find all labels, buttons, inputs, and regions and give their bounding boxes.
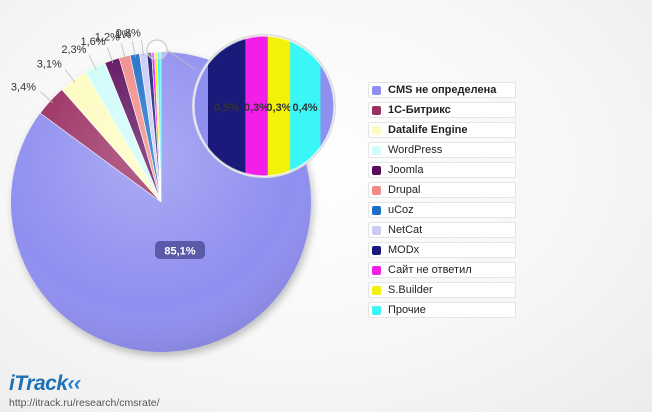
- legend-swatch: [372, 225, 381, 235]
- legend-label: Прочие: [388, 304, 426, 316]
- legend-item-wordpress: WordPress: [368, 142, 516, 158]
- legend-label: 1С-Битрикс: [388, 104, 451, 116]
- source-url: http://itrack.ru/research/cmsrate/: [9, 397, 160, 409]
- legend-item-drupal: Drupal: [368, 182, 516, 198]
- slice-label-1с-битрикс: 3,4%: [11, 82, 36, 94]
- legend-item-1с-битрикс: 1С-Битрикс: [368, 102, 516, 118]
- legend-swatch: [372, 85, 381, 95]
- svg-text:85,1%: 85,1%: [164, 246, 195, 258]
- legend-swatch: [372, 165, 381, 175]
- leader-line: [131, 40, 136, 58]
- slice-label-netcat: 0,8%: [116, 28, 141, 40]
- slice-label-wordpress: 2,3%: [61, 44, 86, 56]
- legend-swatch: [372, 145, 381, 155]
- leader-line: [40, 91, 53, 104]
- legend-swatch: [372, 205, 381, 215]
- legend-item-datalife-engine: Datalife Engine: [368, 122, 516, 138]
- zoom-label-сайт-не-ответил: 0,3%: [244, 102, 269, 114]
- leader-line: [141, 39, 144, 57]
- slice-label-main: 85,1%: [155, 241, 205, 259]
- legend-item-s-builder: S.Builder: [368, 282, 516, 298]
- slice-label-drupal: 1,2%: [95, 32, 120, 44]
- zoom-slice-сайт-не-ответил: [245, 36, 269, 176]
- legend-label: WordPress: [388, 144, 443, 156]
- legend-label: CMS не определена: [388, 84, 497, 96]
- leader-line: [120, 43, 126, 60]
- legend-swatch: [372, 285, 381, 295]
- zoom-label-modx: 0,5%: [214, 102, 239, 114]
- legend-label: Сайт не ответил: [388, 264, 472, 276]
- legend-label: Drupal: [388, 184, 421, 196]
- zoom-slice-s-builder: [267, 36, 291, 176]
- legend-item-netcat: NetCat: [368, 222, 516, 238]
- legend: CMS не определена 1С-Битрикс Datalife Engi…: [368, 82, 516, 322]
- legend-label: NetCat: [388, 224, 423, 236]
- legend-label: Datalife Engine: [388, 124, 468, 136]
- leader-line: [88, 54, 97, 71]
- zoom-filler-right: [320, 36, 334, 176]
- zoom-label-прочие: 0,4%: [293, 102, 318, 114]
- legend-item-прочие: Прочие: [368, 302, 516, 318]
- slice-label-datalife-engine: 3,1%: [37, 59, 62, 71]
- legend-swatch: [372, 185, 381, 195]
- legend-swatch: [372, 305, 381, 315]
- zoom-connector: [166, 49, 197, 71]
- zoom-label-s-builder: 0,3%: [266, 102, 291, 114]
- zoom-slice-modx: [208, 36, 246, 176]
- legend-label: Joomla: [388, 164, 424, 176]
- legend-item-cms-не-определена: CMS не определена: [368, 82, 516, 98]
- leader-line: [64, 69, 76, 84]
- legend-swatch: [372, 105, 381, 115]
- legend-label: uCoz: [388, 204, 414, 216]
- zoom-source-ring: [146, 39, 168, 61]
- legend-item-сайт-не-ответил: Сайт не ответил: [368, 262, 516, 278]
- legend-label: S.Builder: [388, 284, 433, 296]
- legend-swatch: [372, 265, 381, 275]
- legend-swatch: [372, 125, 381, 135]
- slice-label-joomla: 1,6%: [81, 36, 106, 48]
- itrack-logo: iTrack‹‹: [9, 372, 81, 395]
- leader-line: [107, 47, 114, 64]
- legend-item-modx: MODx: [368, 242, 516, 258]
- slice-label-ucoz: 1%: [115, 29, 131, 41]
- legend-item-ucoz: uCoz: [368, 202, 516, 218]
- legend-label: MODx: [388, 244, 420, 256]
- legend-swatch: [372, 245, 381, 255]
- legend-item-joomla: Joomla: [368, 162, 516, 178]
